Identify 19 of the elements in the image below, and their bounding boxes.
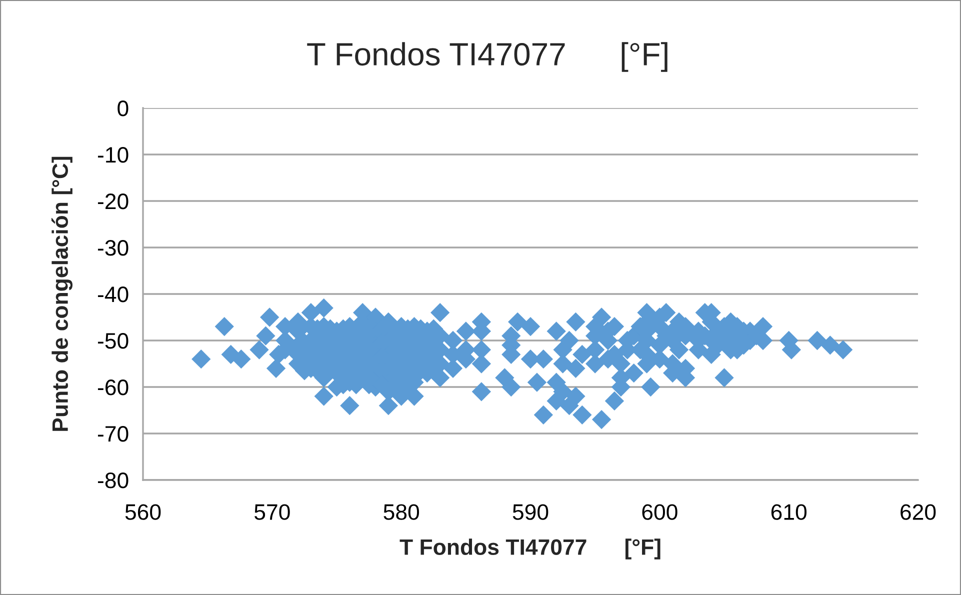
y-tick-label: -40 [98, 286, 128, 302]
x-tick-label: 600 [642, 504, 678, 520]
y-tick-label: -60 [98, 380, 128, 396]
x-tick-label: 560 [125, 504, 161, 520]
x-tick-label: 620 [900, 504, 936, 520]
x-tick-label: 590 [512, 504, 548, 520]
y-tick-label: -50 [98, 333, 128, 349]
y-tick-label: -70 [98, 426, 128, 442]
y-tick-label: -10 [98, 147, 128, 163]
y-tick-label: -30 [98, 240, 128, 256]
y-tick-label: 0 [118, 100, 128, 116]
x-axis-title: T Fondos TI47077 [°F] [400, 538, 660, 560]
x-tick-label: 610 [771, 504, 807, 520]
y-axis-title: Punto de congelación [°C] [51, 156, 73, 431]
y-tick-label: -80 [98, 472, 128, 488]
x-tick-label: 580 [384, 504, 420, 520]
chart-title: T Fondos TI47077 [°F] [307, 42, 668, 72]
x-tick-label: 570 [254, 504, 290, 520]
y-tick-label: -20 [98, 194, 128, 210]
